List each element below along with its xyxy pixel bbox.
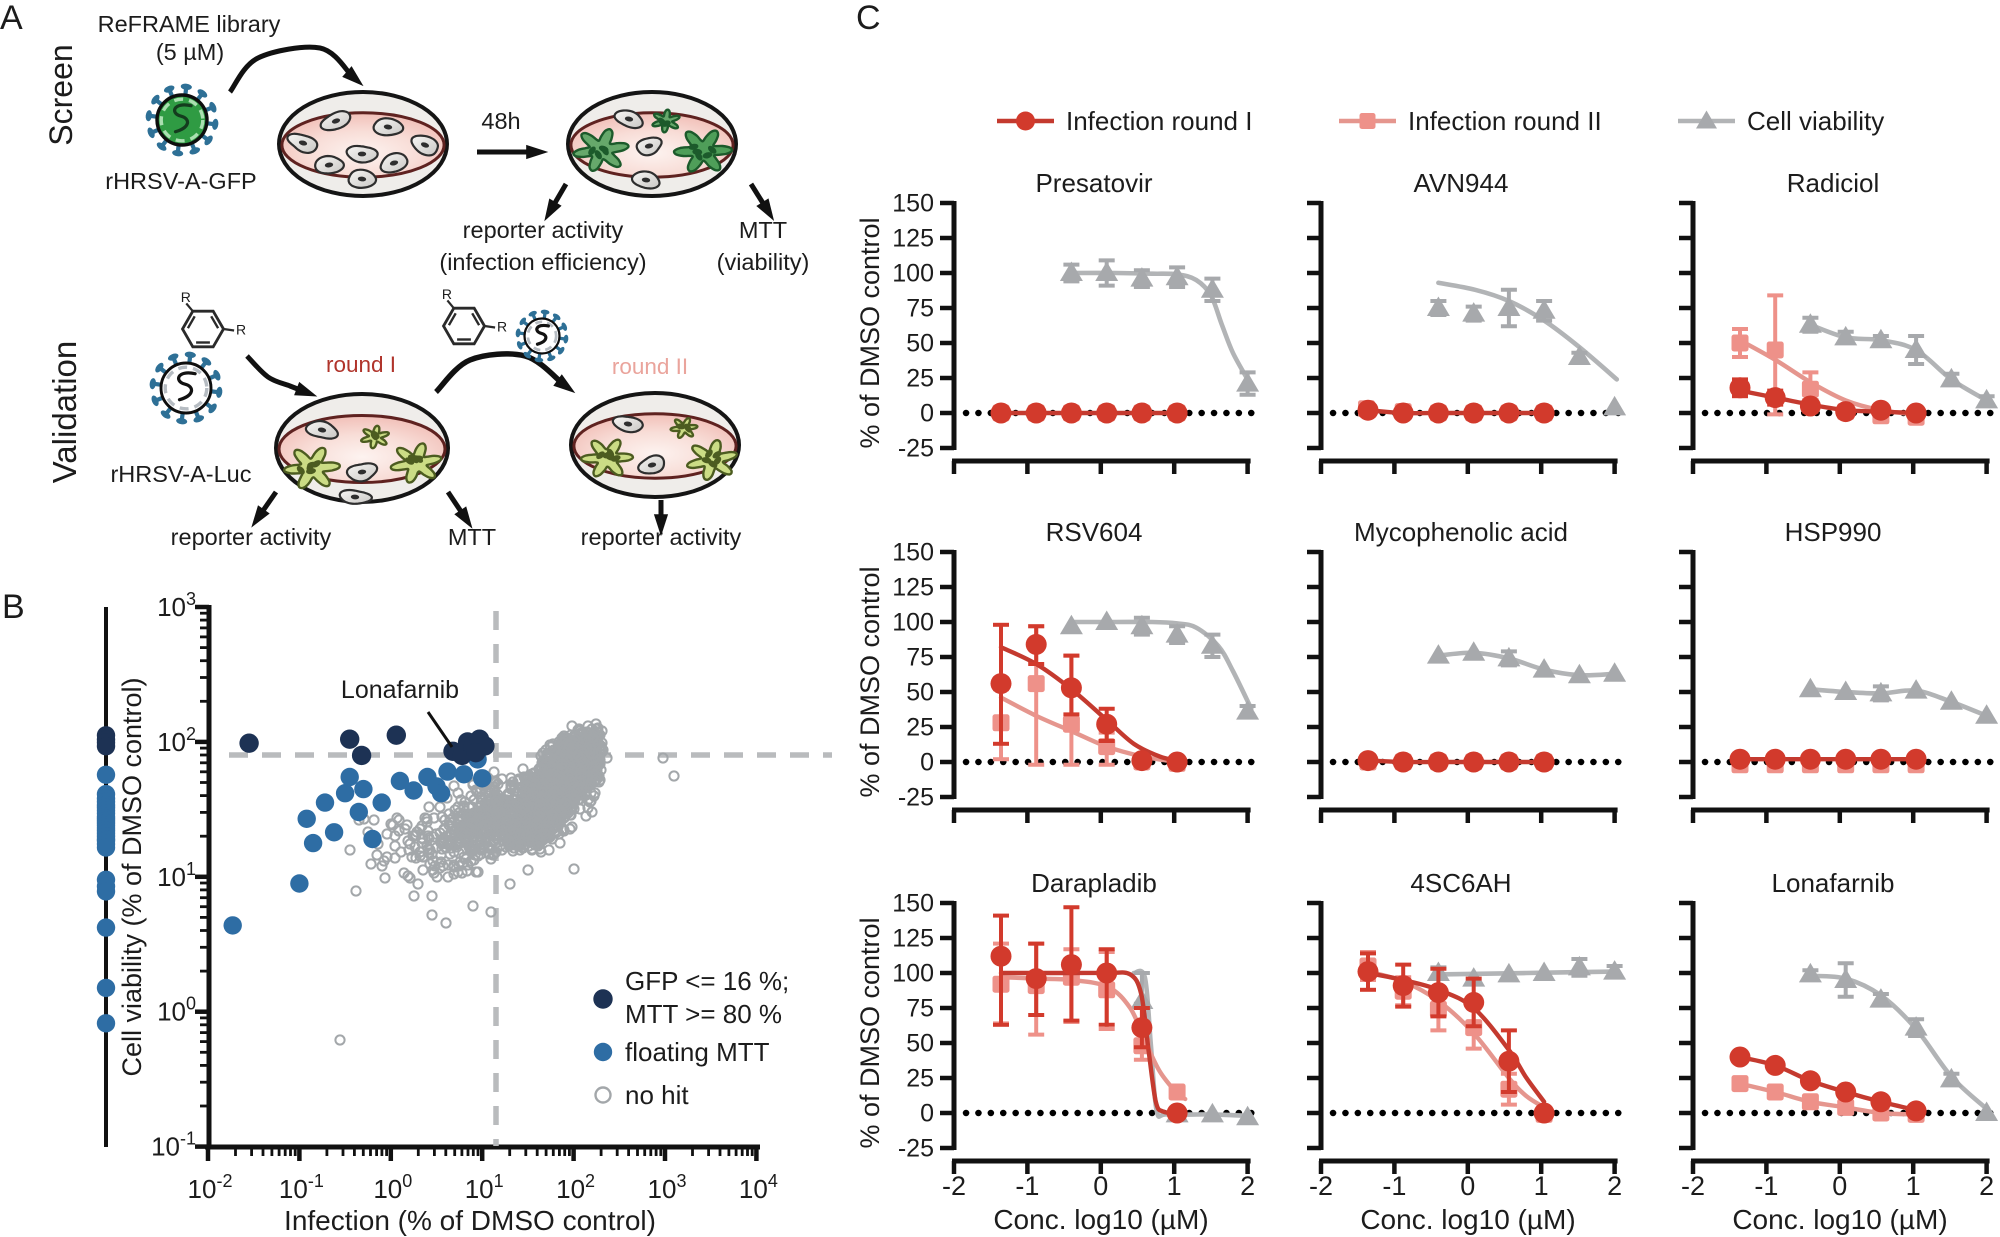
svg-text:Radiciol: Radiciol bbox=[1787, 168, 1880, 198]
svg-text:125: 125 bbox=[892, 225, 934, 253]
svg-text:2: 2 bbox=[1607, 1171, 1622, 1201]
svg-text:-1: -1 bbox=[1754, 1171, 1778, 1201]
svg-text:75: 75 bbox=[906, 644, 934, 672]
svg-text:MTT: MTT bbox=[448, 524, 496, 550]
svg-text:Screen: Screen bbox=[43, 44, 79, 145]
svg-text:% of DMSO control: % of DMSO control bbox=[855, 566, 885, 797]
svg-text:(infection efficiency): (infection efficiency) bbox=[439, 249, 646, 275]
svg-text:ReFRAME library: ReFRAME library bbox=[98, 11, 281, 37]
svg-text:floating MTT: floating MTT bbox=[625, 1037, 770, 1067]
svg-text:75: 75 bbox=[906, 995, 934, 1023]
svg-text:Conc. log10 (µM): Conc. log10 (µM) bbox=[993, 1204, 1208, 1235]
svg-text:0: 0 bbox=[1093, 1171, 1108, 1201]
svg-text:MTT: MTT bbox=[739, 217, 787, 243]
svg-text:100: 100 bbox=[892, 960, 934, 988]
svg-text:50: 50 bbox=[906, 679, 934, 707]
svg-text:rHRSV-A-Luc: rHRSV-A-Luc bbox=[110, 461, 251, 487]
svg-text:25: 25 bbox=[906, 1065, 934, 1093]
svg-text:100: 100 bbox=[892, 260, 934, 288]
svg-text:Mycophenolic acid: Mycophenolic acid bbox=[1354, 517, 1568, 547]
svg-text:Lonafarnib: Lonafarnib bbox=[341, 676, 459, 704]
svg-text:(viability): (viability) bbox=[717, 249, 810, 275]
svg-text:Conc. log10 (µM): Conc. log10 (µM) bbox=[1732, 1204, 1947, 1235]
svg-text:50: 50 bbox=[906, 1030, 934, 1058]
svg-text:50: 50 bbox=[906, 330, 934, 358]
svg-text:Infection round II: Infection round II bbox=[1408, 106, 1602, 136]
svg-text:4SC6AH: 4SC6AH bbox=[1410, 868, 1511, 898]
svg-text:MTT >= 80 %: MTT >= 80 % bbox=[625, 999, 782, 1029]
svg-text:Cell viability: Cell viability bbox=[1747, 106, 1884, 136]
svg-text:-25: -25 bbox=[898, 435, 934, 463]
svg-text:101: 101 bbox=[465, 1171, 504, 1204]
svg-text:25: 25 bbox=[906, 365, 934, 393]
svg-text:-25: -25 bbox=[898, 784, 934, 812]
svg-text:R: R bbox=[497, 319, 507, 335]
svg-text:-2: -2 bbox=[942, 1171, 966, 1201]
svg-text:-2: -2 bbox=[1681, 1171, 1705, 1201]
svg-text:150: 150 bbox=[892, 539, 934, 567]
svg-text:125: 125 bbox=[892, 925, 934, 953]
svg-text:Conc. log10 (µM): Conc. log10 (µM) bbox=[1360, 1204, 1575, 1235]
svg-text:Darapladib: Darapladib bbox=[1031, 868, 1157, 898]
svg-text:R: R bbox=[236, 322, 246, 338]
svg-text:HSP990: HSP990 bbox=[1785, 517, 1882, 547]
svg-text:1: 1 bbox=[1167, 1171, 1182, 1201]
svg-text:Cell viability (% of DMSO cont: Cell viability (% of DMSO control) bbox=[117, 677, 147, 1076]
svg-text:-25: -25 bbox=[898, 1135, 934, 1163]
svg-text:R: R bbox=[442, 286, 452, 302]
svg-text:0: 0 bbox=[920, 1100, 934, 1128]
svg-text:101: 101 bbox=[157, 859, 196, 892]
svg-text:R: R bbox=[181, 289, 191, 305]
svg-text:Validation: Validation bbox=[46, 341, 83, 484]
svg-text:150: 150 bbox=[892, 890, 934, 918]
svg-text:Infection (% of DMSO control): Infection (% of DMSO control) bbox=[284, 1205, 656, 1236]
svg-text:2: 2 bbox=[1240, 1171, 1255, 1201]
svg-text:reporter activity: reporter activity bbox=[171, 524, 332, 550]
svg-text:no hit: no hit bbox=[625, 1080, 689, 1110]
svg-text:100: 100 bbox=[892, 609, 934, 637]
svg-text:0: 0 bbox=[920, 749, 934, 777]
svg-text:round I: round I bbox=[326, 352, 396, 377]
svg-text:25: 25 bbox=[906, 714, 934, 742]
svg-text:Lonafarnib: Lonafarnib bbox=[1772, 868, 1895, 898]
svg-text:RSV604: RSV604 bbox=[1046, 517, 1143, 547]
svg-text:% of DMSO control: % of DMSO control bbox=[855, 217, 885, 448]
svg-text:AVN944: AVN944 bbox=[1414, 168, 1509, 198]
svg-text:125: 125 bbox=[892, 574, 934, 602]
svg-text:B: B bbox=[2, 588, 25, 626]
svg-text:75: 75 bbox=[906, 295, 934, 323]
svg-text:C: C bbox=[856, 0, 881, 37]
svg-text:round II: round II bbox=[612, 354, 688, 379]
svg-text:Infection round I: Infection round I bbox=[1066, 106, 1252, 136]
svg-text:rHRSV-A-GFP: rHRSV-A-GFP bbox=[105, 168, 256, 194]
svg-text:Presatovir: Presatovir bbox=[1035, 168, 1152, 198]
svg-text:-1: -1 bbox=[1015, 1171, 1039, 1201]
svg-text:2: 2 bbox=[1979, 1171, 1994, 1201]
svg-text:% of DMSO control: % of DMSO control bbox=[855, 917, 885, 1148]
svg-text:150: 150 bbox=[892, 190, 934, 218]
svg-text:GFP <= 16 %;: GFP <= 16 %; bbox=[625, 966, 789, 996]
svg-text:48h: 48h bbox=[481, 108, 520, 134]
svg-text:A: A bbox=[0, 0, 23, 37]
svg-text:1: 1 bbox=[1906, 1171, 1921, 1201]
svg-text:1: 1 bbox=[1534, 1171, 1549, 1201]
svg-text:0: 0 bbox=[920, 400, 934, 428]
svg-text:0: 0 bbox=[1832, 1171, 1847, 1201]
svg-text:reporter activity: reporter activity bbox=[463, 217, 624, 243]
svg-text:-2: -2 bbox=[1309, 1171, 1333, 1201]
svg-text:(5 µM): (5 µM) bbox=[156, 39, 224, 65]
svg-text:0: 0 bbox=[1460, 1171, 1475, 1201]
svg-text:-1: -1 bbox=[1382, 1171, 1406, 1201]
